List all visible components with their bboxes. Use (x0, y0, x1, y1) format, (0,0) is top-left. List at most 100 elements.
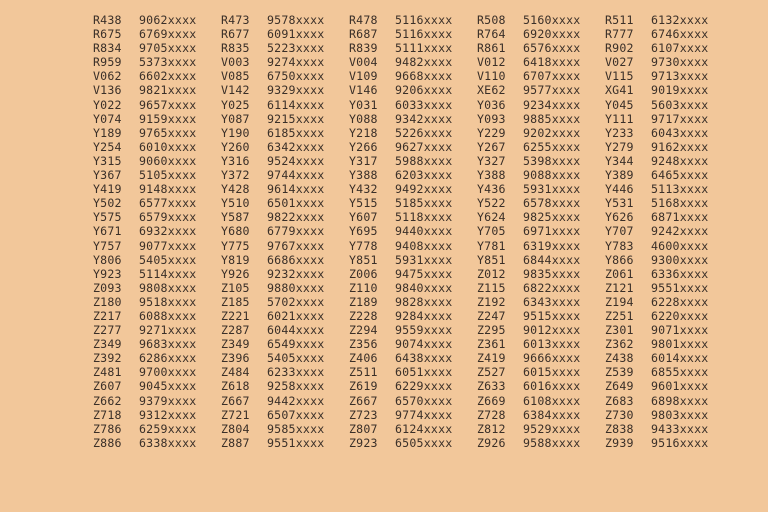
record-value: 9828xxxx (395, 294, 453, 309)
record-value: 6203xxxx (395, 168, 453, 183)
record-value: 9440xxxx (395, 224, 453, 239)
record-code: V085 (221, 69, 250, 84)
table-cell: Z361 6013xxxx (477, 337, 605, 351)
record-code: Y428 (221, 182, 250, 197)
record-code: Z511 (349, 365, 378, 380)
record-code: Y510 (221, 196, 250, 211)
table-cell: Y587 9822xxxx (221, 210, 349, 224)
table-cell: Z115 6822xxxx (477, 281, 605, 295)
record-value: 9284xxxx (395, 308, 453, 323)
record-value: 9071xxxx (651, 323, 709, 338)
record-code: Y926 (221, 266, 250, 281)
record-code: R687 (349, 27, 378, 42)
record-value: 9559xxxx (395, 323, 453, 338)
record-code: Z362 (605, 337, 634, 352)
record-code: Z939 (605, 435, 634, 450)
table-cell: Z939 9516xxxx (605, 436, 733, 450)
table-cell: Y515 5185xxxx (349, 196, 477, 210)
record-value: 9408xxxx (395, 238, 453, 253)
record-code: Z121 (605, 280, 634, 295)
table-cell: Y254 6010xxxx (93, 140, 221, 154)
record-value: 5113xxxx (651, 182, 709, 197)
record-value: 6255xxxx (523, 139, 581, 154)
table-cell: Z728 6384xxxx (477, 408, 605, 422)
table-cell: Y388 6203xxxx (349, 168, 477, 182)
record-value: 9551xxxx (651, 280, 709, 295)
table-cell: Y087 9215xxxx (221, 112, 349, 126)
record-code: V136 (93, 83, 122, 98)
record-value: 6043xxxx (651, 125, 709, 140)
record-code: Z667 (221, 393, 250, 408)
record-code: Y436 (477, 182, 506, 197)
table-cell: Y233 6043xxxx (605, 126, 733, 140)
record-value: 6044xxxx (267, 323, 325, 338)
record-value: 6014xxxx (651, 351, 709, 366)
table-cell: Y806 5405xxxx (93, 253, 221, 267)
table-cell: Y315 9060xxxx (93, 154, 221, 168)
record-code: Y367 (93, 168, 122, 183)
table-cell: Y671 6932xxxx (93, 224, 221, 238)
table-cell: Z301 9071xxxx (605, 323, 733, 337)
record-value: 9744xxxx (267, 168, 325, 183)
record-code: R834 (93, 41, 122, 56)
table-cell: Z180 9518xxxx (93, 295, 221, 309)
record-value: 5702xxxx (267, 294, 325, 309)
record-value: 9803xxxx (651, 407, 709, 422)
table-cell: Z633 6016xxxx (477, 379, 605, 393)
record-value: 9202xxxx (523, 125, 581, 140)
record-value: 4600xxxx (651, 238, 709, 253)
record-code: Z012 (477, 266, 506, 281)
record-code: Y781 (477, 238, 506, 253)
record-value: 5223xxxx (267, 41, 325, 56)
record-code: R677 (221, 27, 250, 42)
table-row: Z093 9808xxxx Z105 9880xxxx Z110 9840xxxx Z115… (93, 281, 733, 295)
table-cell: Z667 9442xxxx (221, 394, 349, 408)
record-value: 6132xxxx (651, 13, 709, 27)
table-row: R438 9062xxxx R473 9578xxxx R478 5116xxxx R508… (93, 13, 733, 27)
table-cell: Z419 9666xxxx (477, 351, 605, 365)
record-code: Y695 (349, 224, 378, 239)
table-cell: Y190 6185xxxx (221, 126, 349, 140)
table-cell: Y229 9202xxxx (477, 126, 605, 140)
record-code: Y775 (221, 238, 250, 253)
table-cell: Z721 6507xxxx (221, 408, 349, 422)
table-cell: Y428 9614xxxx (221, 182, 349, 196)
record-value: 9835xxxx (523, 266, 581, 281)
record-value: 9683xxxx (139, 337, 197, 352)
record-value: 6871xxxx (651, 210, 709, 225)
record-code: Z251 (605, 308, 634, 323)
table-cell: Z406 6438xxxx (349, 351, 477, 365)
record-code: Y626 (605, 210, 634, 225)
table-cell: Z607 9045xxxx (93, 379, 221, 393)
table-cell: Z287 6044xxxx (221, 323, 349, 337)
record-code: V003 (221, 55, 250, 70)
table-cell: Y778 9408xxxx (349, 239, 477, 253)
record-value: 6971xxxx (523, 224, 581, 239)
table-cell: Y327 5398xxxx (477, 154, 605, 168)
table-cell: R438 9062xxxx (93, 13, 221, 27)
table-cell: R834 9705xxxx (93, 41, 221, 55)
record-value: 6579xxxx (139, 210, 197, 225)
table-cell: Z192 6343xxxx (477, 295, 605, 309)
record-value: 6088xxxx (139, 308, 197, 323)
table-cell: Z723 9774xxxx (349, 408, 477, 422)
record-code: Y866 (605, 252, 634, 267)
table-cell: Z277 9271xxxx (93, 323, 221, 337)
record-value: 5405xxxx (139, 252, 197, 267)
record-code: Z247 (477, 308, 506, 323)
table-cell: Z527 6015xxxx (477, 365, 605, 379)
table-row: Y502 6577xxxx Y510 6501xxxx Y515 5185xxxx Y522… (93, 196, 733, 210)
table-cell: Z683 6898xxxx (605, 394, 733, 408)
record-value: 5116xxxx (395, 27, 453, 42)
table-cell: V110 6707xxxx (477, 69, 605, 83)
record-value: 5111xxxx (395, 41, 453, 56)
record-value: 6898xxxx (651, 393, 709, 408)
record-value: 6707xxxx (523, 69, 581, 84)
record-value: 6577xxxx (139, 196, 197, 211)
record-value: 6013xxxx (523, 337, 581, 352)
table-cell: Z006 9475xxxx (349, 267, 477, 281)
record-code: Y315 (93, 153, 122, 168)
table-cell: Z649 9601xxxx (605, 379, 733, 393)
table-cell: Z484 6233xxxx (221, 365, 349, 379)
table-cell: Y316 9524xxxx (221, 154, 349, 168)
